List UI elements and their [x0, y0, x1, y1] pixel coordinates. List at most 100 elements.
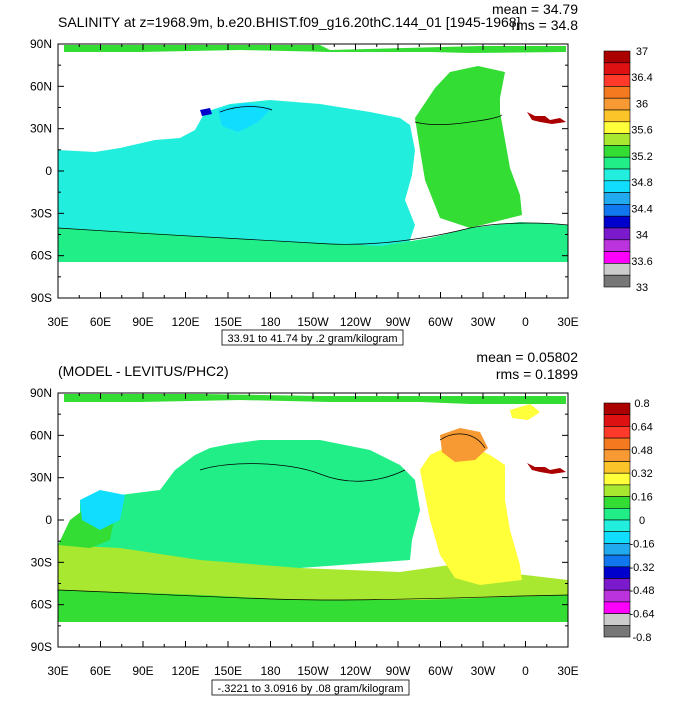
colorbar-label: -0.48: [629, 585, 654, 597]
y-tick-label: 30S: [31, 555, 52, 569]
panel-2-atlantic-region: [420, 445, 522, 585]
colorbar-swatch: [603, 86, 631, 99]
colorbar-swatch: [603, 263, 631, 276]
colorbar-label: 36.4: [631, 72, 652, 84]
colorbar-label: 0.16: [631, 492, 652, 504]
colorbar-swatch: [603, 239, 631, 252]
colorbar-swatch: [603, 274, 631, 288]
panel-1-contour-info-box: [221, 329, 404, 346]
colorbar-swatch: [603, 251, 631, 264]
x-tick-label: 60W: [428, 664, 453, 678]
panel-2-antarctica: [58, 622, 568, 647]
panel-2-southern-ocean-green: [58, 590, 568, 622]
panel-2-x-axis: 30E 60E 90E 120E 150E 180 150W 120W 90W 60W 30W 0 30…: [47, 393, 579, 678]
x-tick-label: 90W: [386, 664, 411, 678]
colorbar-swatch: [603, 437, 631, 451]
y-tick-label: 60S: [31, 598, 52, 612]
x-tick-label: 120W: [340, 664, 372, 678]
colorbar-swatch: [603, 402, 631, 415]
panel-1-contour-south: [58, 222, 568, 245]
colorbar-label: 33.6: [631, 256, 652, 268]
colorbar-swatch: [603, 50, 631, 64]
y-tick-label: 90S: [31, 640, 52, 654]
x-tick-label: 30W: [471, 315, 496, 329]
x-tick-label: 0: [522, 315, 529, 329]
colorbar-swatch: [603, 74, 631, 87]
panel-1-title: SALINITY at z=1968.9m, b.e20.BHIST.f09_g…: [58, 14, 520, 30]
panel-2-contour-south: [58, 589, 568, 601]
y-tick-label: 0: [45, 164, 52, 178]
x-tick-label: 30E: [557, 315, 578, 329]
colorbar-swatch: [603, 461, 631, 474]
panel-2-labrador-patch: [510, 404, 540, 420]
colorbar-label: 0.48: [631, 445, 652, 457]
panel-1-arctic-region: [64, 45, 566, 53]
panel-2-title: (MODEL - LEVITUS/PHC2): [58, 363, 229, 379]
y-tick-label: 60N: [30, 79, 52, 93]
x-tick-label: 90E: [132, 664, 153, 678]
panel-1-mean: mean = 34.79: [492, 1, 578, 17]
panel-1-y-axis: 90N 60N 30N 0 30S 60S 90S: [30, 37, 568, 305]
panel-2-mean: mean = 0.05802: [476, 349, 578, 365]
colorbar-swatch: [603, 589, 631, 603]
colorbar-swatch: [603, 133, 631, 146]
panel-2-indo-pacific-region: [80, 440, 420, 570]
colorbar-swatch: [603, 145, 631, 158]
colorbar-label: -0.64: [629, 609, 654, 621]
panel-2-contour-pacific: [199, 463, 406, 482]
y-tick-label: 0: [45, 513, 52, 527]
colorbar-swatch: [603, 192, 631, 205]
colorbar-label: 0.64: [631, 421, 652, 433]
x-tick-label: 60E: [90, 664, 111, 678]
colorbar-label: -0.32: [629, 562, 654, 574]
colorbar-swatch: [603, 180, 631, 193]
x-tick-label: 60E: [90, 315, 111, 329]
y-tick-label: 30N: [30, 122, 52, 136]
panel-1-atlantic-region: [415, 66, 522, 228]
y-tick-label: 90S: [31, 291, 52, 305]
colorbar-label: -0.16: [629, 538, 654, 550]
colorbar-swatch: [603, 449, 631, 462]
colorbar-swatch: [603, 578, 631, 591]
panel-2-colorbar: 0.8 0.64 0.48 0.32 0.16 0 -0.16 -0.32 -0.48 -0.64…: [603, 398, 655, 644]
panel-1-contour-info: 33.91 to 41.74 by .2 gram/kilogram: [228, 333, 398, 345]
panel-1-rms: rms = 34.8: [511, 17, 578, 33]
colorbar-label: 34: [636, 230, 648, 242]
colorbar-swatch: [603, 484, 631, 497]
colorbar-label: 35.6: [631, 125, 652, 137]
colorbar-swatch: [603, 613, 631, 626]
panel-2-map: [58, 394, 568, 647]
colorbar-label: 35.2: [631, 151, 652, 163]
colorbar-swatch: [603, 543, 631, 556]
panel-2-cyan-patch: [80, 490, 125, 530]
y-tick-label: 30N: [30, 471, 52, 485]
colorbar-label: 37: [636, 46, 648, 58]
panel-1-indo-pacific-region: [58, 100, 415, 262]
x-tick-label: 90E: [132, 315, 153, 329]
colorbar-swatch: [603, 554, 631, 568]
x-tick-label: 150W: [297, 315, 329, 329]
panel-1-southern-ocean-region: [58, 222, 568, 262]
colorbar-swatch: [603, 566, 631, 579]
panel-1-antarctica: [58, 268, 568, 298]
x-tick-label: 120E: [171, 315, 199, 329]
x-tick-label: 120W: [340, 315, 372, 329]
colorbar-swatch: [603, 204, 631, 217]
colorbar-swatch: [603, 121, 631, 134]
panel-1-colorbar: 37 36.4 36 35.6 35.2 34.8 34.4 34 33.6 33: [603, 46, 653, 294]
colorbar-swatch: [603, 168, 631, 182]
colorbar-label: 0.32: [631, 468, 652, 480]
panel-2-contour-info: -.3221 to 3.0916 by .08 gram/kilogram: [218, 683, 404, 695]
x-tick-label: 150E: [214, 315, 242, 329]
colorbar-label: -0.8: [633, 632, 652, 644]
panel-2-med-outflow: [527, 463, 566, 474]
colorbar-label: 34.8: [631, 177, 652, 189]
panel-2-rms: rms = 0.1899: [496, 366, 578, 382]
colorbar-label: 0.8: [634, 398, 649, 410]
panel-2-y-axis: 90N 60N 30N 0 30S 60S 90S: [30, 386, 568, 654]
colorbar-swatch: [603, 601, 631, 614]
x-tick-label: 60W: [428, 315, 453, 329]
panel-2-contour-atlantic: [439, 433, 486, 449]
colorbar-swatch: [603, 426, 631, 439]
